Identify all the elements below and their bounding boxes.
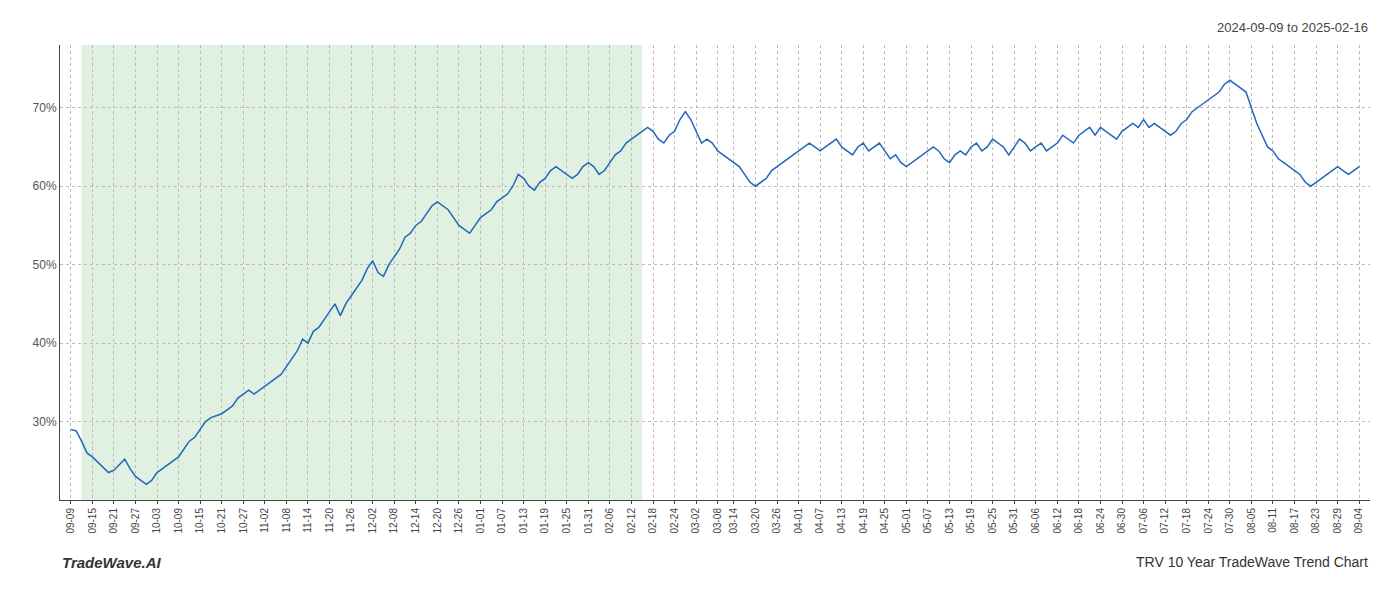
svg-text:50%: 50%	[33, 258, 57, 272]
svg-text:11-20: 11-20	[324, 508, 335, 533]
svg-text:40%: 40%	[33, 336, 57, 350]
svg-text:12-08: 12-08	[388, 508, 399, 534]
svg-text:TradeWave.AI: TradeWave.AI	[62, 554, 161, 571]
svg-text:11-02: 11-02	[259, 508, 270, 533]
svg-text:12-26: 12-26	[453, 508, 464, 534]
svg-text:2024-09-09 to 2025-02-16: 2024-09-09 to 2025-02-16	[1217, 20, 1368, 35]
svg-text:02-24: 02-24	[669, 508, 680, 534]
svg-text:01-13: 01-13	[518, 508, 529, 534]
svg-text:08-11: 08-11	[1267, 508, 1278, 533]
svg-text:09-04: 09-04	[1353, 508, 1364, 534]
svg-text:06-30: 06-30	[1116, 508, 1127, 534]
svg-text:07-30: 07-30	[1224, 508, 1235, 534]
svg-text:04-01: 04-01	[793, 508, 804, 534]
svg-text:05-25: 05-25	[987, 508, 998, 534]
svg-text:11-14: 11-14	[302, 508, 313, 533]
svg-text:10-15: 10-15	[194, 508, 205, 534]
svg-text:06-12: 06-12	[1052, 508, 1063, 534]
svg-text:01-07: 01-07	[496, 508, 507, 534]
svg-text:10-09: 10-09	[173, 508, 184, 534]
svg-text:01-31: 01-31	[583, 508, 594, 534]
svg-text:01-25: 01-25	[561, 508, 572, 534]
svg-text:12-20: 12-20	[432, 508, 443, 534]
svg-text:05-31: 05-31	[1008, 508, 1019, 534]
svg-text:09-15: 09-15	[87, 508, 98, 534]
svg-text:08-05: 08-05	[1246, 508, 1257, 534]
svg-text:03-02: 03-02	[690, 508, 701, 534]
svg-text:08-29: 08-29	[1332, 508, 1343, 534]
svg-text:05-19: 05-19	[965, 508, 976, 534]
svg-text:05-01: 05-01	[901, 508, 912, 534]
svg-text:05-13: 05-13	[944, 508, 955, 534]
svg-text:11-08: 11-08	[281, 508, 292, 533]
svg-text:10-21: 10-21	[216, 508, 227, 534]
svg-text:03-08: 03-08	[712, 508, 723, 534]
svg-text:11-26: 11-26	[345, 508, 356, 533]
svg-text:02-12: 02-12	[626, 508, 637, 534]
svg-text:02-06: 02-06	[604, 508, 615, 534]
svg-text:06-06: 06-06	[1030, 508, 1041, 534]
svg-text:04-13: 04-13	[836, 508, 847, 534]
svg-text:TRV 10 Year TradeWave Trend Ch: TRV 10 Year TradeWave Trend Chart	[1136, 554, 1368, 570]
svg-text:07-18: 07-18	[1181, 508, 1192, 534]
svg-text:09-09: 09-09	[65, 508, 76, 534]
svg-text:04-25: 04-25	[879, 508, 890, 534]
svg-text:07-24: 07-24	[1203, 508, 1214, 534]
svg-text:08-17: 08-17	[1289, 508, 1300, 534]
svg-text:01-01: 01-01	[475, 508, 486, 534]
svg-text:08-23: 08-23	[1310, 508, 1321, 534]
svg-text:12-14: 12-14	[410, 508, 421, 534]
svg-text:30%: 30%	[33, 415, 57, 429]
svg-text:70%: 70%	[33, 101, 57, 115]
svg-text:01-19: 01-19	[539, 508, 550, 534]
svg-text:04-07: 04-07	[814, 508, 825, 534]
svg-text:07-06: 07-06	[1138, 508, 1149, 534]
svg-text:09-21: 09-21	[108, 508, 119, 534]
svg-text:12-02: 12-02	[367, 508, 378, 534]
svg-text:03-14: 03-14	[728, 508, 739, 534]
svg-text:07-12: 07-12	[1159, 508, 1170, 534]
svg-text:10-03: 10-03	[151, 508, 162, 534]
svg-text:06-18: 06-18	[1073, 508, 1084, 534]
svg-text:60%: 60%	[33, 179, 57, 193]
svg-text:03-26: 03-26	[771, 508, 782, 534]
svg-text:02-18: 02-18	[647, 508, 658, 534]
svg-text:03-20: 03-20	[750, 508, 761, 534]
svg-text:09-27: 09-27	[130, 508, 141, 534]
svg-text:04-19: 04-19	[858, 508, 869, 534]
svg-text:10-27: 10-27	[238, 508, 249, 534]
svg-text:05-07: 05-07	[922, 508, 933, 534]
svg-text:06-24: 06-24	[1095, 508, 1106, 534]
